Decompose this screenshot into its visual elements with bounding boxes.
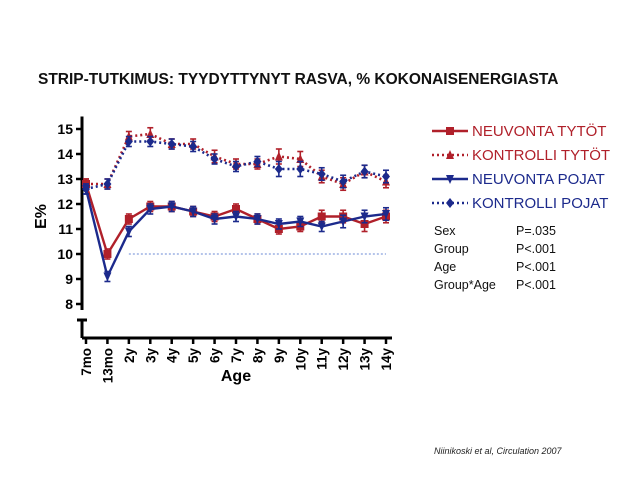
data-point	[339, 217, 348, 227]
data-point	[146, 136, 155, 147]
data-point	[103, 272, 112, 282]
chart-title: STRIP-TUTKIMUS: TYYDYTTYNYT RASVA, % KOK…	[38, 71, 559, 88]
data-point	[317, 169, 326, 179]
stat-label: Sex	[434, 224, 456, 238]
x-tick-label: 4y	[165, 348, 180, 364]
legend-label: NEUVONTA TYTÖT	[472, 122, 606, 140]
stat-label: Group	[434, 242, 469, 256]
data-point	[253, 156, 262, 167]
legend-label: KONTROLLI TYTÖT	[472, 146, 610, 164]
data-point	[167, 139, 176, 149]
data-point	[317, 222, 326, 232]
series-group	[82, 126, 390, 283]
x-tick-label: 7mo	[79, 348, 94, 376]
stats-table: Sex P=.035 Group P<.001 Age P<.001 Group*Age P<…	[434, 224, 556, 292]
data-point	[360, 212, 369, 222]
x-tick-label: 7y	[229, 348, 244, 364]
data-point	[317, 212, 326, 221]
stat-value: P=.035	[516, 224, 556, 238]
legend-marker	[446, 150, 454, 159]
data-point	[274, 164, 283, 174]
legend-marker	[446, 127, 454, 135]
data-point	[232, 205, 240, 213]
data-point	[360, 166, 369, 177]
data-point	[189, 141, 198, 152]
x-tick-label: 8y	[250, 348, 265, 364]
y-tick-label: 9	[65, 271, 73, 287]
chart-axes: 8 9 10 11 12 13 14 15 E% 7mo 13mo 2y 3y 4y 5y 6y 7y 8y 9y 1…	[33, 116, 394, 385]
data-point	[124, 215, 133, 223]
x-tick-label: 13mo	[100, 348, 115, 383]
y-tick-label: 14	[57, 146, 73, 162]
data-point	[210, 215, 219, 224]
y-tick-label: 15	[57, 121, 73, 137]
legend-marker	[446, 175, 454, 184]
x-tick-label: 9y	[272, 348, 287, 364]
y-tick-label: 12	[57, 196, 73, 212]
data-point	[124, 227, 133, 237]
x-tick-label: 14y	[379, 348, 394, 371]
stat-value: P<.001	[516, 242, 556, 256]
data-point	[146, 205, 155, 214]
x-tick-label: 5y	[186, 348, 201, 364]
y-tick-label: 10	[57, 246, 73, 262]
data-point	[232, 161, 240, 172]
x-axis-label: Age	[221, 368, 251, 385]
data-point	[339, 176, 348, 187]
data-point	[274, 220, 283, 229]
legend: NEUVONTA TYTÖT KONTROLLI TYTÖT NEUVONTA PO…	[432, 122, 610, 212]
stat-label: Group*Age	[434, 278, 496, 292]
x-tick-label: 6y	[208, 348, 223, 364]
data-point	[103, 179, 112, 189]
data-point	[296, 164, 305, 174]
y-tick-label: 11	[58, 221, 73, 237]
data-point	[103, 250, 112, 258]
stat-label: Age	[434, 260, 456, 274]
y-tick-label: 8	[65, 296, 73, 312]
data-point	[382, 171, 390, 182]
data-point	[210, 154, 219, 164]
data-point	[274, 151, 283, 161]
data-point	[296, 217, 305, 227]
legend-marker	[446, 198, 454, 208]
stat-value: P<.001	[516, 278, 556, 292]
data-point	[253, 215, 262, 224]
data-point	[360, 220, 369, 228]
data-point	[189, 207, 198, 217]
x-tick-label: 13y	[358, 348, 373, 371]
series-4	[82, 135, 390, 195]
data-point	[82, 184, 90, 194]
x-tick-label: 10y	[293, 348, 308, 371]
legend-label: KONTROLLI POJAT	[472, 195, 608, 212]
stat-value: P<.001	[516, 260, 556, 274]
y-axis-label: E%	[33, 204, 50, 229]
y-tick-label: 13	[57, 171, 73, 187]
x-tick-label: 2y	[122, 348, 137, 364]
data-point	[382, 210, 390, 219]
series-line	[84, 188, 387, 281]
data-point	[167, 202, 176, 212]
series-3	[82, 183, 390, 283]
x-tick-label: 3y	[143, 348, 158, 364]
series-line	[86, 132, 387, 186]
x-tick-label: 11y	[315, 348, 330, 370]
data-point	[232, 212, 240, 222]
x-tick-label: 12y	[336, 348, 351, 371]
data-point	[124, 136, 133, 147]
legend-label: NEUVONTA POJAT	[472, 171, 605, 188]
citation: Niinikoski et al, Circulation 2007	[434, 446, 562, 456]
